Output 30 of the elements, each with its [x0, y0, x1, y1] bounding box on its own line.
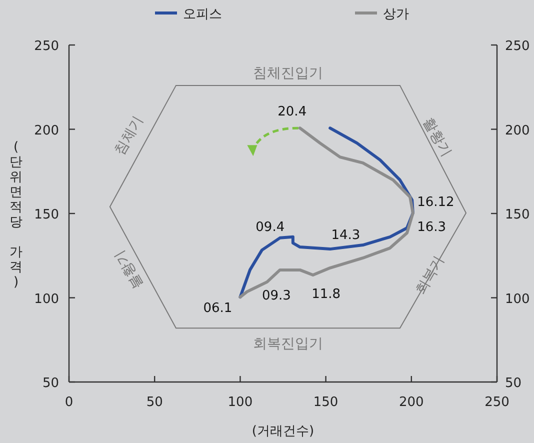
annotation: 회복진입기 [252, 336, 323, 352]
y2-tick-label: 100 [505, 292, 530, 307]
y-tick-label: 150 [34, 208, 59, 222]
x-axis-title: (거래건수) [252, 424, 314, 439]
x-tick-label: 100 [228, 395, 253, 410]
y-tick-label: 50 [42, 376, 59, 391]
annotation: 20.4 [278, 104, 307, 120]
y2-tick-label: 200 [505, 123, 530, 138]
annotation: 06.1 [203, 300, 232, 316]
text: (단위면적당 가격) [10, 140, 22, 290]
x-tick-label: 0 [64, 395, 74, 410]
x-tick-label: 250 [484, 395, 510, 410]
y-tick-label: 250 [34, 39, 59, 54]
y2-tick-label: 150 [505, 208, 530, 222]
annotation: 09.3 [262, 288, 291, 304]
x-tick-label: 50 [146, 395, 163, 410]
annotation: 침체진입기 [252, 65, 323, 82]
x-tick-label: 200 [398, 395, 424, 410]
y2-tick-label: 250 [505, 39, 530, 54]
legend-label: 상가 [383, 7, 409, 22]
annotation: 09.4 [256, 220, 285, 235]
x-tick-label: 150 [313, 395, 338, 410]
y-tick-label: 100 [34, 292, 59, 307]
y2-tick-label: 50 [505, 376, 522, 391]
annotation: 11.8 [312, 286, 341, 302]
annotation: 16.3 [417, 220, 446, 235]
y-tick-label: 200 [34, 123, 59, 138]
legend-label: 오피스 [183, 7, 222, 22]
annotation: 16.12 [417, 195, 454, 210]
annotation: 14.3 [331, 228, 360, 243]
